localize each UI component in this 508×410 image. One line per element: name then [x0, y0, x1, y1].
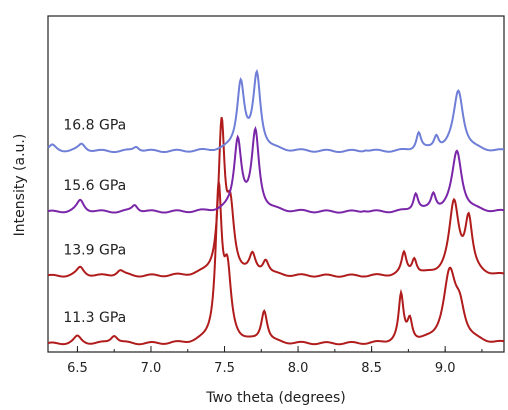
series-label: 13.9 GPa — [63, 242, 126, 258]
series-line — [47, 68, 505, 154]
x-axis-title: Two theta (degrees) — [205, 390, 345, 406]
series-line — [47, 125, 505, 214]
series-label: 15.6 GPa — [63, 178, 126, 194]
x-tick-label: 6.5 — [67, 361, 88, 376]
plot-frame — [47, 15, 505, 353]
series-layer — [47, 68, 505, 346]
x-tick-label: 8.5 — [361, 361, 382, 376]
x-tick-label: 8.0 — [288, 361, 309, 376]
x-tick-label: 7.5 — [214, 361, 235, 376]
series-line — [47, 117, 505, 278]
series-line — [47, 181, 505, 346]
x-tick-label: 7.0 — [141, 361, 162, 376]
series-label-layer: 11.3 GPa 13.9 GPa 15.6 GPa 16.8 GPa — [63, 117, 126, 326]
y-axis-title: Intensity (a.u.) — [12, 134, 28, 237]
series-label: 11.3 GPa — [63, 310, 126, 326]
x-axis-ticks: 6.5 7.0 7.5 8.0 8.5 9.0 — [67, 346, 483, 376]
x-tick-label: 9.0 — [435, 361, 456, 376]
series-label: 16.8 GPa — [63, 117, 126, 133]
